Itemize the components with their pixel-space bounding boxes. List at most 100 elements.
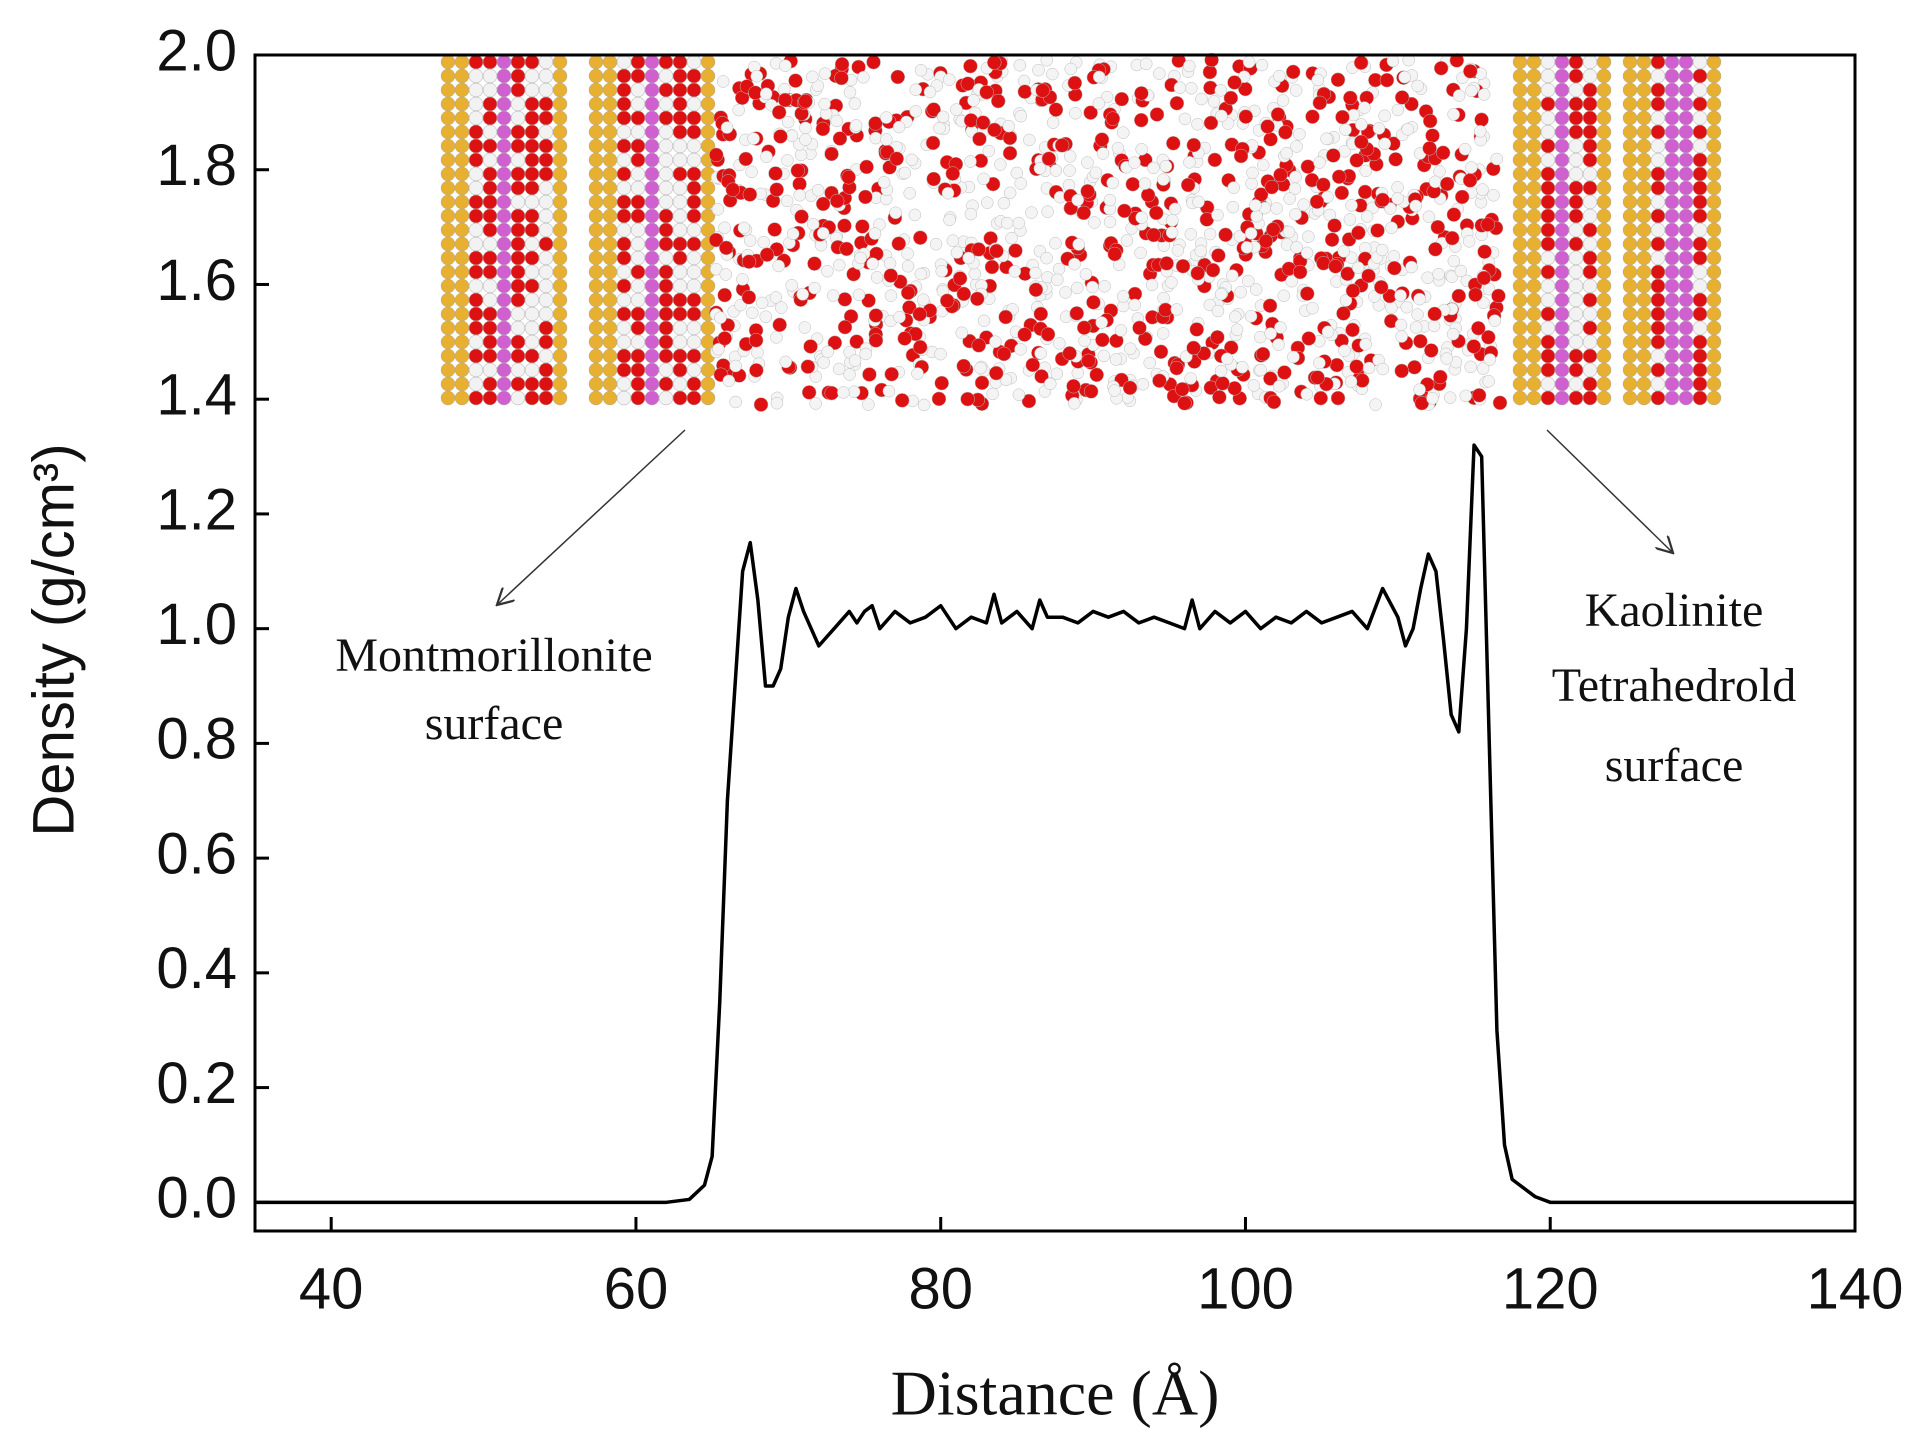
atom <box>1568 376 1584 392</box>
atom <box>496 278 512 294</box>
atom <box>913 339 928 355</box>
atom <box>1554 152 1570 168</box>
atom <box>496 208 512 224</box>
atom <box>781 115 795 129</box>
atom <box>630 306 646 322</box>
atom <box>1083 105 1098 120</box>
atom <box>1512 124 1528 140</box>
atom <box>602 194 618 210</box>
atom <box>1490 152 1503 166</box>
atom <box>1706 250 1722 266</box>
atom <box>616 390 632 406</box>
atom <box>1596 222 1612 238</box>
atom <box>1338 344 1351 357</box>
atom <box>538 250 554 266</box>
atom <box>686 180 702 196</box>
atom <box>524 348 540 364</box>
atom <box>742 187 758 202</box>
atom <box>1128 156 1141 169</box>
atom <box>1289 170 1302 184</box>
atom <box>1435 145 1451 161</box>
atom <box>440 362 456 378</box>
atom <box>510 68 526 84</box>
atom <box>440 306 456 322</box>
atom <box>1650 264 1666 280</box>
atom <box>866 257 879 270</box>
atom <box>1706 152 1722 168</box>
atom <box>1706 348 1722 364</box>
atom <box>1692 222 1708 238</box>
atom <box>960 391 975 407</box>
atom <box>602 208 618 224</box>
atom <box>510 376 526 392</box>
atom <box>1650 208 1666 224</box>
atom <box>538 264 554 280</box>
atom <box>1054 138 1070 153</box>
atom <box>1526 82 1542 98</box>
atom <box>1664 362 1680 378</box>
atom <box>1062 346 1077 361</box>
atom <box>672 334 688 350</box>
atom <box>1512 54 1528 70</box>
atom <box>931 391 947 407</box>
atom <box>770 331 783 344</box>
atom <box>877 176 891 189</box>
atom <box>588 180 604 196</box>
atom <box>1297 198 1310 211</box>
atom <box>1526 362 1542 378</box>
atom <box>686 348 702 364</box>
atom <box>602 82 618 98</box>
atom <box>1462 235 1476 248</box>
atom <box>1122 380 1138 396</box>
atom <box>1109 353 1123 366</box>
atom <box>1053 337 1066 350</box>
atom <box>454 362 470 378</box>
atom <box>1636 236 1652 252</box>
atom <box>1214 364 1228 378</box>
atom <box>1391 103 1405 117</box>
atom <box>1180 177 1196 193</box>
atom <box>1262 298 1278 313</box>
atom <box>1568 390 1584 406</box>
atom <box>1596 124 1612 140</box>
atom <box>1554 236 1570 252</box>
atom <box>1264 327 1277 340</box>
atom <box>1650 236 1666 252</box>
atom <box>1401 123 1414 136</box>
atom <box>482 54 498 70</box>
atom <box>785 129 799 142</box>
atom <box>914 267 928 281</box>
atom <box>1526 264 1542 280</box>
atom <box>510 82 526 98</box>
atom <box>1302 230 1315 243</box>
atom <box>1108 384 1121 397</box>
atom <box>672 208 688 224</box>
atom <box>1706 138 1722 154</box>
atom <box>1622 124 1638 140</box>
atom <box>1512 348 1528 364</box>
atom <box>1512 152 1528 168</box>
atom <box>1202 64 1218 80</box>
atom <box>482 320 498 336</box>
atom <box>1596 362 1612 378</box>
atom <box>468 362 484 378</box>
atom <box>1459 389 1473 403</box>
atom <box>1622 180 1638 196</box>
atom <box>1622 222 1638 238</box>
atom <box>1223 90 1239 106</box>
atom <box>658 138 674 154</box>
atom <box>1622 278 1638 294</box>
atom <box>1596 264 1612 280</box>
atom <box>588 124 604 140</box>
atom <box>1706 124 1722 140</box>
atom <box>1568 110 1584 126</box>
atom <box>602 180 618 196</box>
atom <box>743 234 757 247</box>
atom <box>510 208 526 224</box>
atom <box>1678 180 1694 196</box>
atom <box>1650 96 1666 112</box>
atom <box>862 398 875 411</box>
atom <box>898 166 912 180</box>
atom <box>1124 342 1137 355</box>
atom <box>672 96 688 112</box>
